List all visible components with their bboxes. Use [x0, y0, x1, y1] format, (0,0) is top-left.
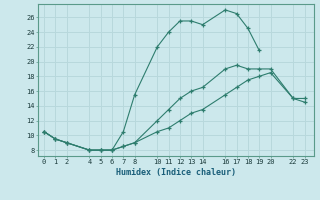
- X-axis label: Humidex (Indice chaleur): Humidex (Indice chaleur): [116, 168, 236, 177]
